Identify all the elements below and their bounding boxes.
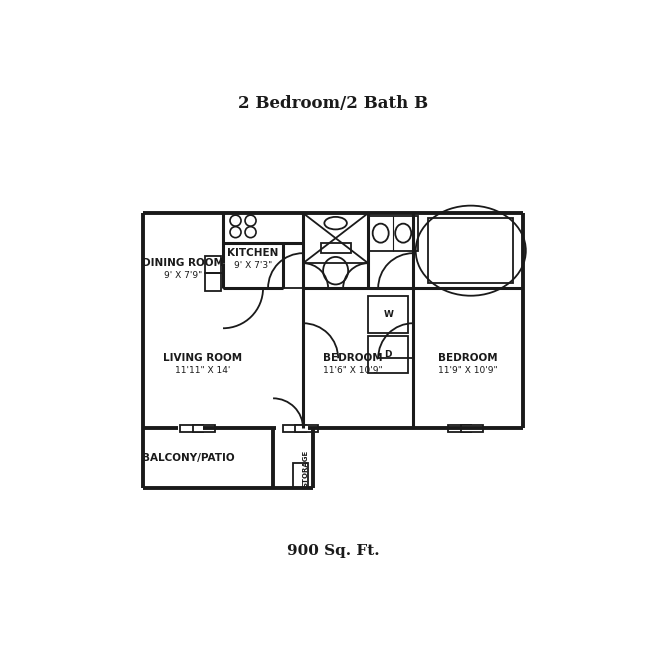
Bar [205, 255, 220, 273]
Bar [368, 336, 408, 373]
Text: 9' X 7'3": 9' X 7'3" [234, 261, 272, 270]
Bar [303, 213, 368, 263]
Text: 11'9" X 10'9": 11'9" X 10'9" [439, 367, 498, 375]
Text: STORAGE: STORAGE [303, 450, 309, 487]
Bar [428, 218, 514, 283]
Bar [320, 243, 350, 254]
Bar [448, 425, 471, 432]
Text: 11'6" X 10'9": 11'6" X 10'9" [323, 367, 383, 375]
Bar [283, 425, 305, 432]
Text: 11'11" X 14': 11'11" X 14' [176, 367, 231, 375]
Bar [205, 273, 220, 291]
Bar [368, 216, 418, 251]
Text: 900 Sq. Ft.: 900 Sq. Ft. [287, 544, 380, 558]
Bar [296, 425, 318, 432]
Text: 2 Bedroom/2 Bath B: 2 Bedroom/2 Bath B [238, 94, 428, 112]
Bar [368, 296, 408, 333]
Text: W: W [384, 310, 393, 318]
Text: BEDROOM: BEDROOM [439, 354, 498, 363]
Text: LIVING ROOM: LIVING ROOM [163, 354, 242, 363]
Text: 9' X 7'9": 9' X 7'9" [164, 271, 202, 280]
Text: BALCONY/PATIO: BALCONY/PATIO [142, 454, 234, 463]
Text: D: D [384, 350, 392, 359]
Text: BEDROOM: BEDROOM [323, 354, 383, 363]
Text: KITCHEN: KITCHEN [227, 248, 279, 258]
Bar [461, 425, 483, 432]
Text: DINING ROOM: DINING ROOM [142, 258, 224, 268]
Bar [293, 463, 308, 488]
Bar [181, 425, 203, 432]
Bar [193, 425, 215, 432]
